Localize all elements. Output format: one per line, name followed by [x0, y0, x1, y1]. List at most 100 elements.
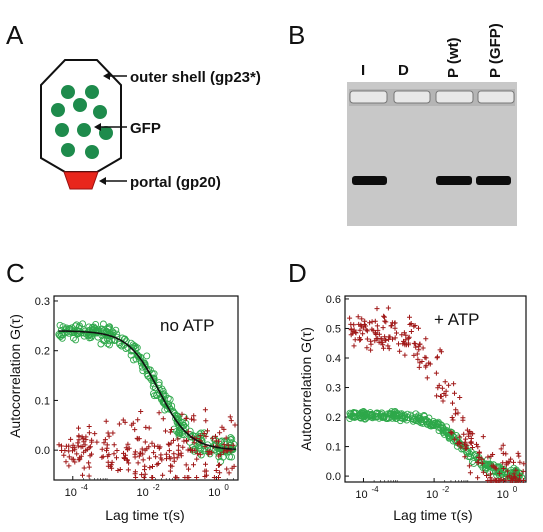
y-tick-label: 0.0 [35, 445, 50, 457]
data-point [210, 435, 215, 441]
well-band-3 [435, 90, 474, 104]
data-point [104, 445, 110, 451]
data-point [89, 451, 94, 457]
data-point [401, 411, 409, 419]
data-point [372, 338, 378, 344]
data-point [111, 442, 117, 448]
x-tick-exponent: 0 [224, 483, 229, 492]
data-point [86, 473, 92, 479]
data-point [86, 460, 92, 466]
gfp-dot [93, 105, 107, 119]
data-point [203, 418, 209, 424]
data-point [69, 456, 75, 462]
data-point [362, 415, 370, 423]
data-point [419, 359, 425, 364]
portal-label: portal (gp20) [130, 174, 221, 191]
data-point [103, 418, 109, 424]
data-point [76, 425, 81, 431]
data-point [202, 407, 208, 413]
data-point [86, 424, 92, 429]
data-point [516, 453, 522, 459]
data-point [443, 388, 449, 394]
data-point [116, 421, 122, 427]
data-point [106, 433, 112, 439]
data-point [358, 322, 364, 328]
data-point [143, 424, 149, 430]
data-point [435, 354, 440, 360]
data-point [171, 451, 177, 457]
x-tick-exponent: -2 [153, 483, 161, 492]
data-point [467, 470, 473, 476]
data-point [403, 342, 409, 348]
data-point [383, 337, 389, 343]
data-point [176, 443, 182, 449]
data-point [78, 453, 84, 459]
data-point [372, 330, 378, 336]
data-point [135, 417, 141, 423]
data-point [496, 470, 502, 476]
data-point [416, 325, 421, 331]
data-point [189, 416, 194, 422]
chart-d-ylabel: Autocorrelation G(τ) [298, 327, 314, 451]
data-point [416, 347, 422, 353]
panel-label-b: B [288, 20, 306, 50]
data-point [461, 431, 467, 437]
data-point [155, 443, 161, 449]
data-point [202, 468, 208, 474]
data-point [138, 450, 144, 456]
data-point [174, 475, 180, 480]
data-point [392, 335, 398, 341]
data-point [468, 440, 474, 446]
data-point [415, 356, 421, 362]
data-point [114, 448, 120, 453]
data-point [216, 475, 221, 480]
data-point [452, 436, 458, 442]
data-point [440, 430, 448, 438]
data-point [77, 456, 83, 462]
chart-d-xlabel: Lag time τ(s) [393, 507, 472, 523]
data-point [364, 328, 370, 334]
data-point [80, 435, 86, 441]
x-tick-label: 10 [426, 489, 438, 501]
panel-label-a: A [6, 20, 24, 50]
data-point [171, 458, 177, 464]
data-point [154, 462, 160, 468]
data-point [71, 322, 79, 330]
data-point [194, 456, 200, 462]
data-point [135, 460, 141, 466]
data-point [351, 343, 357, 349]
data-point [160, 416, 166, 422]
data-point [56, 321, 64, 329]
data-point [223, 435, 229, 441]
data-point [106, 452, 112, 458]
data-point [414, 351, 420, 357]
data-point [374, 306, 380, 312]
data-point [87, 444, 93, 450]
data-point [457, 441, 463, 446]
data-point [123, 452, 128, 458]
data-point [163, 428, 168, 434]
data-point [403, 332, 409, 338]
data-point [476, 454, 482, 460]
data-point [132, 471, 138, 477]
data-point [458, 444, 464, 450]
lane-label-3: P (wt) [445, 37, 462, 78]
data-point [89, 437, 95, 443]
phage-diagram: outer shell (gp23*) GFP portal (gp20) [40, 59, 261, 191]
data-point [400, 341, 406, 347]
data-point [380, 342, 386, 348]
data-point [111, 451, 117, 457]
data-point [470, 445, 475, 450]
x-tick-label: 10 [497, 489, 509, 501]
data-point [205, 428, 210, 434]
data-point [66, 443, 72, 449]
data-point [372, 413, 380, 420]
data-point [227, 414, 233, 420]
data-point [99, 454, 105, 460]
data-point [513, 475, 519, 481]
panel-label-d: D [288, 258, 307, 288]
data-point [457, 434, 463, 440]
data-point [100, 337, 108, 345]
data-point [381, 345, 386, 351]
data-point [151, 450, 157, 456]
